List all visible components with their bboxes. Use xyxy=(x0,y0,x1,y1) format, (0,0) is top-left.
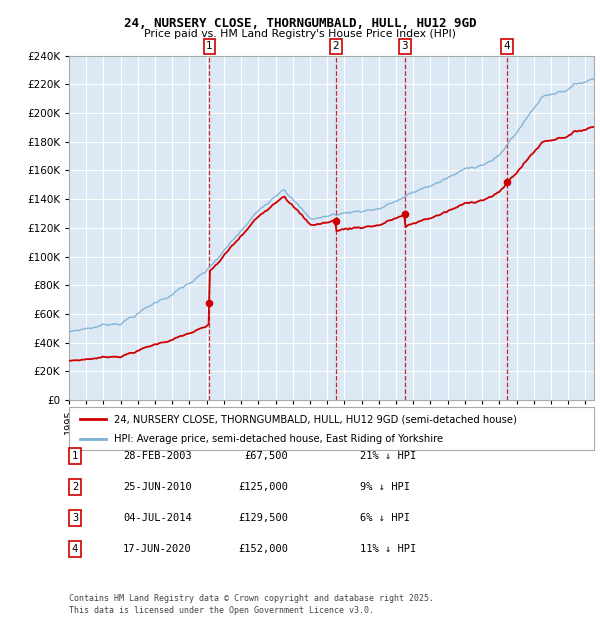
Text: 11% ↓ HPI: 11% ↓ HPI xyxy=(360,544,416,554)
Text: 6% ↓ HPI: 6% ↓ HPI xyxy=(360,513,410,523)
Text: 21% ↓ HPI: 21% ↓ HPI xyxy=(360,451,416,461)
Text: 3: 3 xyxy=(72,513,78,523)
Text: HPI: Average price, semi-detached house, East Riding of Yorkshire: HPI: Average price, semi-detached house,… xyxy=(113,434,443,444)
Text: £152,000: £152,000 xyxy=(238,544,288,554)
Text: 1: 1 xyxy=(72,451,78,461)
Text: 4: 4 xyxy=(72,544,78,554)
Text: 3: 3 xyxy=(401,42,408,51)
Text: £125,000: £125,000 xyxy=(238,482,288,492)
Text: 2: 2 xyxy=(332,42,339,51)
Text: £67,500: £67,500 xyxy=(244,451,288,461)
Text: 28-FEB-2003: 28-FEB-2003 xyxy=(123,451,192,461)
Text: 2: 2 xyxy=(72,482,78,492)
Text: 9% ↓ HPI: 9% ↓ HPI xyxy=(360,482,410,492)
Text: 24, NURSERY CLOSE, THORNGUMBALD, HULL, HU12 9GD (semi-detached house): 24, NURSERY CLOSE, THORNGUMBALD, HULL, H… xyxy=(113,414,517,424)
Text: 1: 1 xyxy=(206,42,213,51)
Text: 24, NURSERY CLOSE, THORNGUMBALD, HULL, HU12 9GD: 24, NURSERY CLOSE, THORNGUMBALD, HULL, H… xyxy=(124,17,476,30)
Text: 25-JUN-2010: 25-JUN-2010 xyxy=(123,482,192,492)
Text: Price paid vs. HM Land Registry's House Price Index (HPI): Price paid vs. HM Land Registry's House … xyxy=(144,29,456,39)
Text: £129,500: £129,500 xyxy=(238,513,288,523)
Text: 04-JUL-2014: 04-JUL-2014 xyxy=(123,513,192,523)
Text: 17-JUN-2020: 17-JUN-2020 xyxy=(123,544,192,554)
Text: Contains HM Land Registry data © Crown copyright and database right 2025.
This d: Contains HM Land Registry data © Crown c… xyxy=(69,594,434,615)
Text: 4: 4 xyxy=(504,42,511,51)
